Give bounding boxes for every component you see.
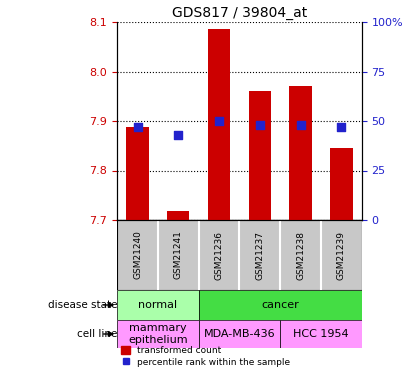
Bar: [330, 148, 353, 220]
Text: HCC 1954: HCC 1954: [293, 329, 349, 339]
Bar: [167, 211, 189, 220]
Point: [216, 118, 222, 124]
Point: [338, 124, 344, 130]
Title: GDS817 / 39804_at: GDS817 / 39804_at: [172, 6, 307, 20]
Text: cell line: cell line: [77, 329, 117, 339]
Bar: [117, 320, 199, 348]
Bar: [249, 91, 271, 220]
Text: GSM21240: GSM21240: [133, 231, 142, 279]
Bar: [126, 128, 149, 220]
Text: mammary
epithelium: mammary epithelium: [128, 323, 188, 345]
Point: [134, 124, 141, 130]
Bar: [199, 290, 362, 320]
Text: GSM21236: GSM21236: [215, 231, 224, 279]
Text: GSM21238: GSM21238: [296, 231, 305, 279]
Text: normal: normal: [139, 300, 178, 310]
Text: GSM21239: GSM21239: [337, 231, 346, 279]
Text: cancer: cancer: [261, 300, 299, 310]
Point: [256, 122, 263, 128]
Bar: [208, 29, 230, 220]
Text: MDA-MB-436: MDA-MB-436: [203, 329, 275, 339]
Text: GSM21241: GSM21241: [174, 231, 183, 279]
Bar: [117, 290, 199, 320]
Bar: [199, 320, 280, 348]
Bar: [280, 320, 362, 348]
Point: [175, 132, 182, 138]
Text: disease state: disease state: [48, 300, 117, 310]
Text: GSM21237: GSM21237: [255, 231, 264, 279]
Point: [297, 122, 304, 128]
Bar: [289, 86, 312, 220]
Legend: transformed count, percentile rank within the sample: transformed count, percentile rank withi…: [118, 342, 294, 370]
